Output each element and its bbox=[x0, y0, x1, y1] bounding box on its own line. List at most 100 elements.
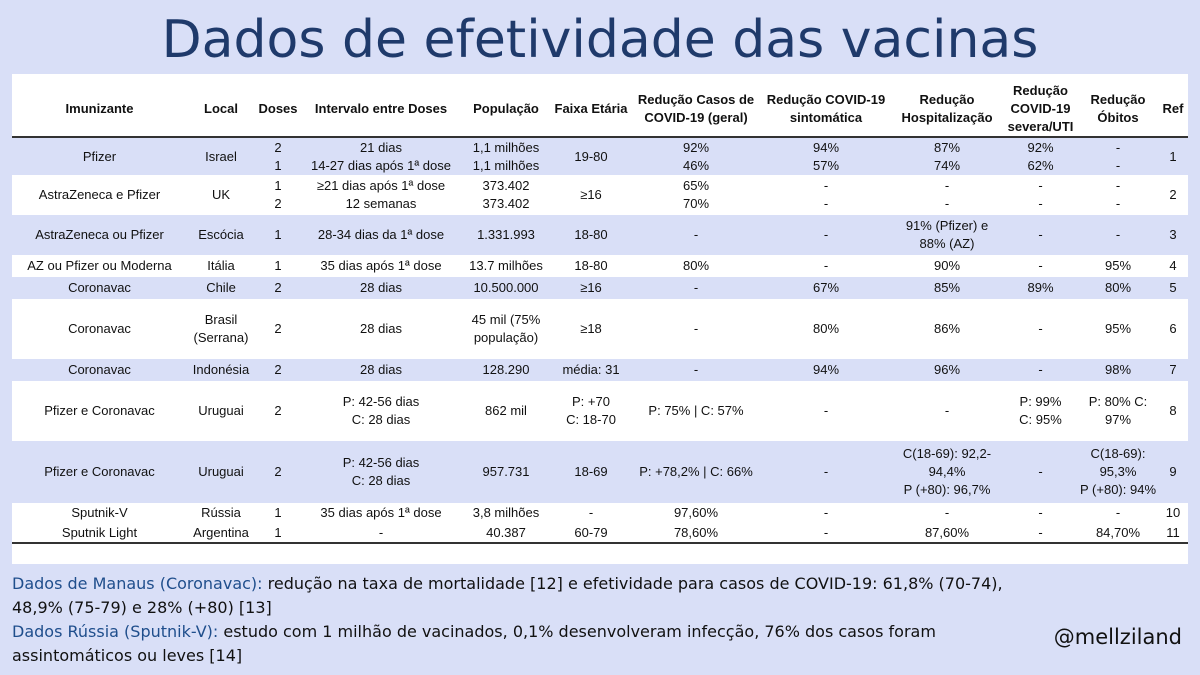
cell-text: ≥16 bbox=[580, 280, 602, 295]
table-cell: - bbox=[1078, 503, 1158, 523]
table-cell: 87,60% bbox=[891, 523, 1003, 544]
cell-text: - bbox=[1115, 139, 1121, 155]
cell-text: 1 bbox=[1169, 148, 1177, 164]
table-cell: Brasil (Serrana) bbox=[187, 299, 255, 359]
cell-text: - bbox=[1115, 178, 1121, 193]
table-cell: - bbox=[301, 523, 461, 544]
column-header: Local bbox=[187, 82, 255, 138]
cell-text: - bbox=[944, 403, 950, 418]
table-cell: 84,70% bbox=[1078, 523, 1158, 544]
table-cell: Itália bbox=[187, 255, 255, 277]
cell-text: P: 80% C: bbox=[1088, 394, 1148, 409]
table-cell: 2 bbox=[255, 441, 301, 503]
table-cell: 91% (Pfizer) e 88% (AZ) bbox=[891, 215, 1003, 255]
table-cell: - bbox=[761, 503, 891, 523]
table-cell: -- bbox=[1078, 175, 1158, 215]
cell-text: - bbox=[1115, 227, 1121, 242]
table-cell: 373.402 373.402 bbox=[461, 175, 551, 215]
table-cell: 18-80 bbox=[551, 215, 631, 255]
table-cell: 6 bbox=[1158, 299, 1188, 359]
cell-text: 84,70% bbox=[1095, 524, 1141, 540]
table-cell: 1 bbox=[255, 523, 301, 544]
cell-text: 89% bbox=[1027, 280, 1054, 295]
cell-text: 2 bbox=[274, 321, 282, 336]
vaccine-table-area: Imunizante Local Doses Intervalo entre Dose… bbox=[12, 74, 1188, 564]
table-cell: -- bbox=[1003, 175, 1078, 215]
author-handle: @mellziland bbox=[1053, 625, 1182, 649]
table-cell: Sputnik Light bbox=[12, 523, 187, 544]
table-cell: Coronavac bbox=[12, 299, 187, 359]
column-header: Ref bbox=[1158, 82, 1188, 138]
table-cell: 13.7 milhões bbox=[461, 255, 551, 277]
cell-text: 1 bbox=[274, 524, 282, 540]
table-cell: 85% bbox=[891, 277, 1003, 299]
table-row: Coronavac Indonésia 2 28 dias 128.290 média: … bbox=[12, 359, 1188, 381]
table-cell: 862 mil bbox=[461, 381, 551, 441]
cell-text: 28-34 dias da 1ª dose bbox=[317, 227, 445, 242]
cell-text: - bbox=[693, 227, 699, 242]
cell-text: - bbox=[1115, 196, 1121, 211]
table-cell: Chile bbox=[187, 277, 255, 299]
cell-text: P: 42-56 dias bbox=[342, 455, 420, 470]
table-cell: P: 42-56 dias C: 28 dias bbox=[301, 381, 461, 441]
table-cell: 2 bbox=[255, 299, 301, 359]
table-cell: 92% 46% bbox=[631, 137, 761, 175]
cell-text: - bbox=[1038, 258, 1043, 273]
table-cell: média: 31 bbox=[551, 359, 631, 381]
cell-text: 28 dias bbox=[360, 362, 402, 377]
cell-text: - bbox=[1038, 227, 1043, 242]
table-cell: Pfizer e Coronavac bbox=[12, 441, 187, 503]
table-cell: C(18-69): 92,2- 94,4% P (+80): 96,7% bbox=[891, 441, 1003, 503]
cell-text: 46% bbox=[682, 157, 710, 173]
table-cell: 10 bbox=[1158, 503, 1188, 523]
table-row: AstraZeneca ou Pfizer Escócia 1 28-34 dias … bbox=[12, 215, 1188, 255]
cell-text: 3,8 milhões bbox=[472, 505, 540, 520]
cell-text: C(18-69): bbox=[1090, 446, 1146, 461]
cell-text: P: +78,2% | C: 66% bbox=[639, 464, 753, 479]
cell-text: 90% bbox=[933, 258, 961, 273]
table-cell: ≥16 bbox=[551, 277, 631, 299]
cell-text: P (+80): 94% bbox=[1080, 482, 1157, 497]
cell-text: 2 bbox=[1169, 187, 1177, 202]
cell-text: 57% bbox=[812, 157, 840, 173]
table-cell: 128.290 bbox=[461, 359, 551, 381]
cell-text: 19-80 bbox=[574, 148, 608, 164]
table-cell: - bbox=[1003, 215, 1078, 255]
cell-text: AstraZeneca ou Pfizer bbox=[35, 227, 164, 242]
cell-text: Rússia bbox=[201, 505, 241, 520]
cell-text: 1,1 milhões bbox=[472, 139, 540, 155]
cell-text: 18-69 bbox=[574, 464, 608, 479]
cell-text: 80% bbox=[1104, 280, 1132, 295]
table-row: Sputnik Light Argentina 1 - 40.387 60-79 78,60… bbox=[12, 523, 1188, 544]
table-cell: 28 dias bbox=[301, 277, 461, 299]
cell-text: Pfizer e Coronavac bbox=[44, 464, 155, 479]
table-cell: - bbox=[1003, 523, 1078, 544]
cell-text: 95,3% bbox=[1099, 464, 1137, 479]
cell-text: - bbox=[823, 464, 829, 479]
cell-text: C(18-69): 92,2- bbox=[902, 446, 992, 461]
cell-text: 67% bbox=[812, 280, 840, 295]
cell-text: 92% bbox=[1027, 139, 1054, 155]
cell-text: 92% bbox=[682, 139, 710, 155]
cell-text: 70% bbox=[682, 196, 710, 211]
table-cell: -- bbox=[761, 175, 891, 215]
table-cell: 67% bbox=[761, 277, 891, 299]
column-header: Doses bbox=[255, 82, 301, 138]
table-cell: - bbox=[891, 503, 1003, 523]
table-cell: - bbox=[1003, 299, 1078, 359]
column-header: Redução COVID-19 severa/UTI bbox=[1003, 82, 1078, 138]
cell-text: 94% bbox=[812, 362, 840, 377]
column-header: Intervalo entre Doses bbox=[301, 82, 461, 138]
table-cell: 35 dias após 1ª dose bbox=[301, 255, 461, 277]
cell-text: 14-27 dias após 1ª dose bbox=[311, 157, 451, 173]
cell-text: - bbox=[1115, 157, 1121, 173]
table-row: Pfizer e Coronavac Uruguai 2 P: 42-56 dias C… bbox=[12, 381, 1188, 441]
cell-text: 128.290 bbox=[482, 362, 530, 377]
cell-text: 35 dias após 1ª dose bbox=[320, 258, 442, 273]
table-cell: 60-79 bbox=[551, 523, 631, 544]
table-cell: - bbox=[761, 441, 891, 503]
table-cell: 1 bbox=[255, 255, 301, 277]
cell-text: 18-80 bbox=[574, 258, 608, 273]
cell-text: 1 bbox=[274, 178, 282, 193]
cell-text: 10 bbox=[1165, 505, 1181, 520]
